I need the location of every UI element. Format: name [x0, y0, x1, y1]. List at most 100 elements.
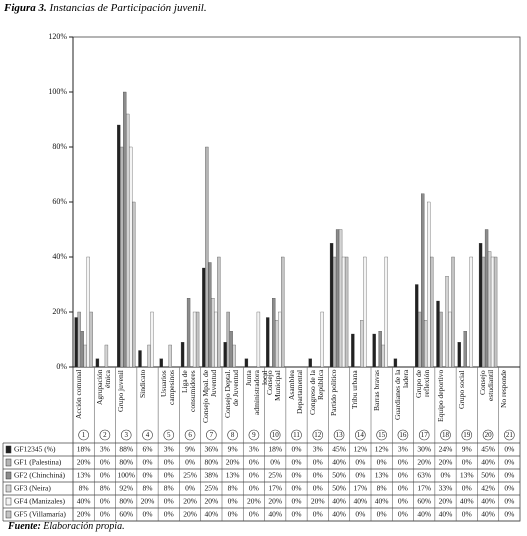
table-cell: 40% [481, 497, 495, 506]
bar [478, 243, 483, 368]
bar [186, 298, 191, 368]
bar [308, 358, 312, 368]
category-number: 20 [485, 431, 493, 439]
table-cell: 0% [100, 497, 110, 506]
table-cell: 60% [417, 497, 431, 506]
table-cell: 0% [249, 510, 259, 519]
table-cell: 20% [183, 497, 197, 506]
table-cell: 9% [228, 445, 238, 454]
table-cell: 0% [100, 510, 110, 519]
x-tick-label: Sindicato [137, 370, 147, 399]
table-cell: 12% [353, 445, 367, 454]
bar [117, 124, 121, 368]
table-cell: 30% [417, 445, 431, 454]
legend-label: GF5 (Villamaría) [14, 510, 66, 519]
table-cell: 0% [462, 484, 472, 493]
table-cell: 36% [204, 445, 218, 454]
x-tick-label: Agrupación étnica [94, 370, 112, 406]
bar [481, 256, 486, 368]
table-cell: 13% [77, 471, 91, 480]
table-cell: 13% [460, 471, 474, 480]
bar [195, 311, 200, 368]
table-cell: 0% [143, 471, 153, 480]
table-cell: 0% [313, 510, 323, 519]
bar [123, 91, 127, 368]
category-number-circle [206, 429, 217, 441]
bar [344, 256, 349, 368]
table-cell: 20% [204, 497, 218, 506]
table-cell: 40% [353, 497, 367, 506]
bar [159, 358, 163, 368]
bar [427, 201, 431, 368]
category-number-circle [142, 429, 153, 441]
bar [436, 300, 440, 368]
table-cell: 13% [226, 471, 240, 480]
table-cell: 45% [481, 445, 495, 454]
bar [223, 342, 227, 368]
table-cell: 40% [332, 458, 346, 467]
source-block: Fuente: Elaboración propia. [8, 521, 125, 532]
bar [83, 344, 87, 368]
table-cell: 50% [481, 471, 495, 480]
bar [211, 298, 215, 368]
table-cell: 0% [164, 510, 174, 519]
table-cell: 3% [100, 445, 110, 454]
table-cell: 63% [417, 471, 431, 480]
bar [74, 317, 78, 368]
bar [487, 251, 492, 368]
bar [421, 193, 425, 368]
bar [384, 256, 388, 368]
bar [226, 311, 230, 368]
source: Elaboración propia. [43, 521, 125, 532]
table-cell: 0% [504, 484, 514, 493]
category-number: 13 [336, 431, 344, 439]
bar [272, 298, 276, 368]
legend-swatch [5, 510, 12, 519]
table-cell: 24% [439, 445, 453, 454]
bar [120, 146, 124, 368]
legend-label: GF2 (Chinchiná) [14, 471, 66, 480]
y-tick-label: 80% [52, 142, 67, 151]
category-number-circle [99, 429, 111, 441]
x-tick-label: Guardianes de la ladera [392, 370, 410, 421]
table-cell: 40% [268, 510, 282, 519]
y-tick-label: 100% [48, 87, 67, 96]
x-tick-label: Consejo Deptal. de Juventud [222, 370, 240, 419]
table-cell: 9% [185, 445, 195, 454]
bar [278, 311, 282, 368]
table-cell: 8% [377, 484, 387, 493]
table-cell: 40% [204, 510, 218, 519]
x-tick-label: Partido político [329, 370, 339, 417]
table-cell: 17% [353, 484, 367, 493]
source-label: Fuente: [8, 521, 41, 532]
bar [95, 358, 100, 368]
table-cell: 25% [204, 484, 218, 493]
legend-label: GF1 (Palestina) [14, 458, 62, 467]
bar [378, 331, 382, 368]
bar [418, 311, 422, 368]
bar [266, 317, 270, 368]
title-block: Figura 3. Instancias de Participación ju… [4, 2, 207, 14]
bar [208, 262, 212, 368]
bar [80, 331, 84, 368]
category-number: 2 [103, 431, 107, 439]
table-cell: 40% [332, 510, 346, 519]
bar [457, 342, 461, 368]
table-cell: 0% [100, 471, 110, 480]
bar [490, 256, 495, 368]
table-cell: 0% [270, 458, 280, 467]
table-cell: 0% [292, 458, 302, 467]
bar [424, 320, 428, 368]
table-cell: 12% [375, 445, 389, 454]
bar [341, 256, 346, 368]
table-cell: 3% [249, 445, 259, 454]
table-cell: 0% [292, 471, 302, 480]
table-cell: 0% [313, 471, 323, 480]
category-number: 21 [506, 431, 514, 439]
table-cell: 0% [355, 510, 365, 519]
table-cell: 6% [143, 445, 153, 454]
category-number: 10 [272, 431, 280, 439]
category-number-circle [227, 429, 238, 441]
table-cell: 0% [504, 445, 514, 454]
